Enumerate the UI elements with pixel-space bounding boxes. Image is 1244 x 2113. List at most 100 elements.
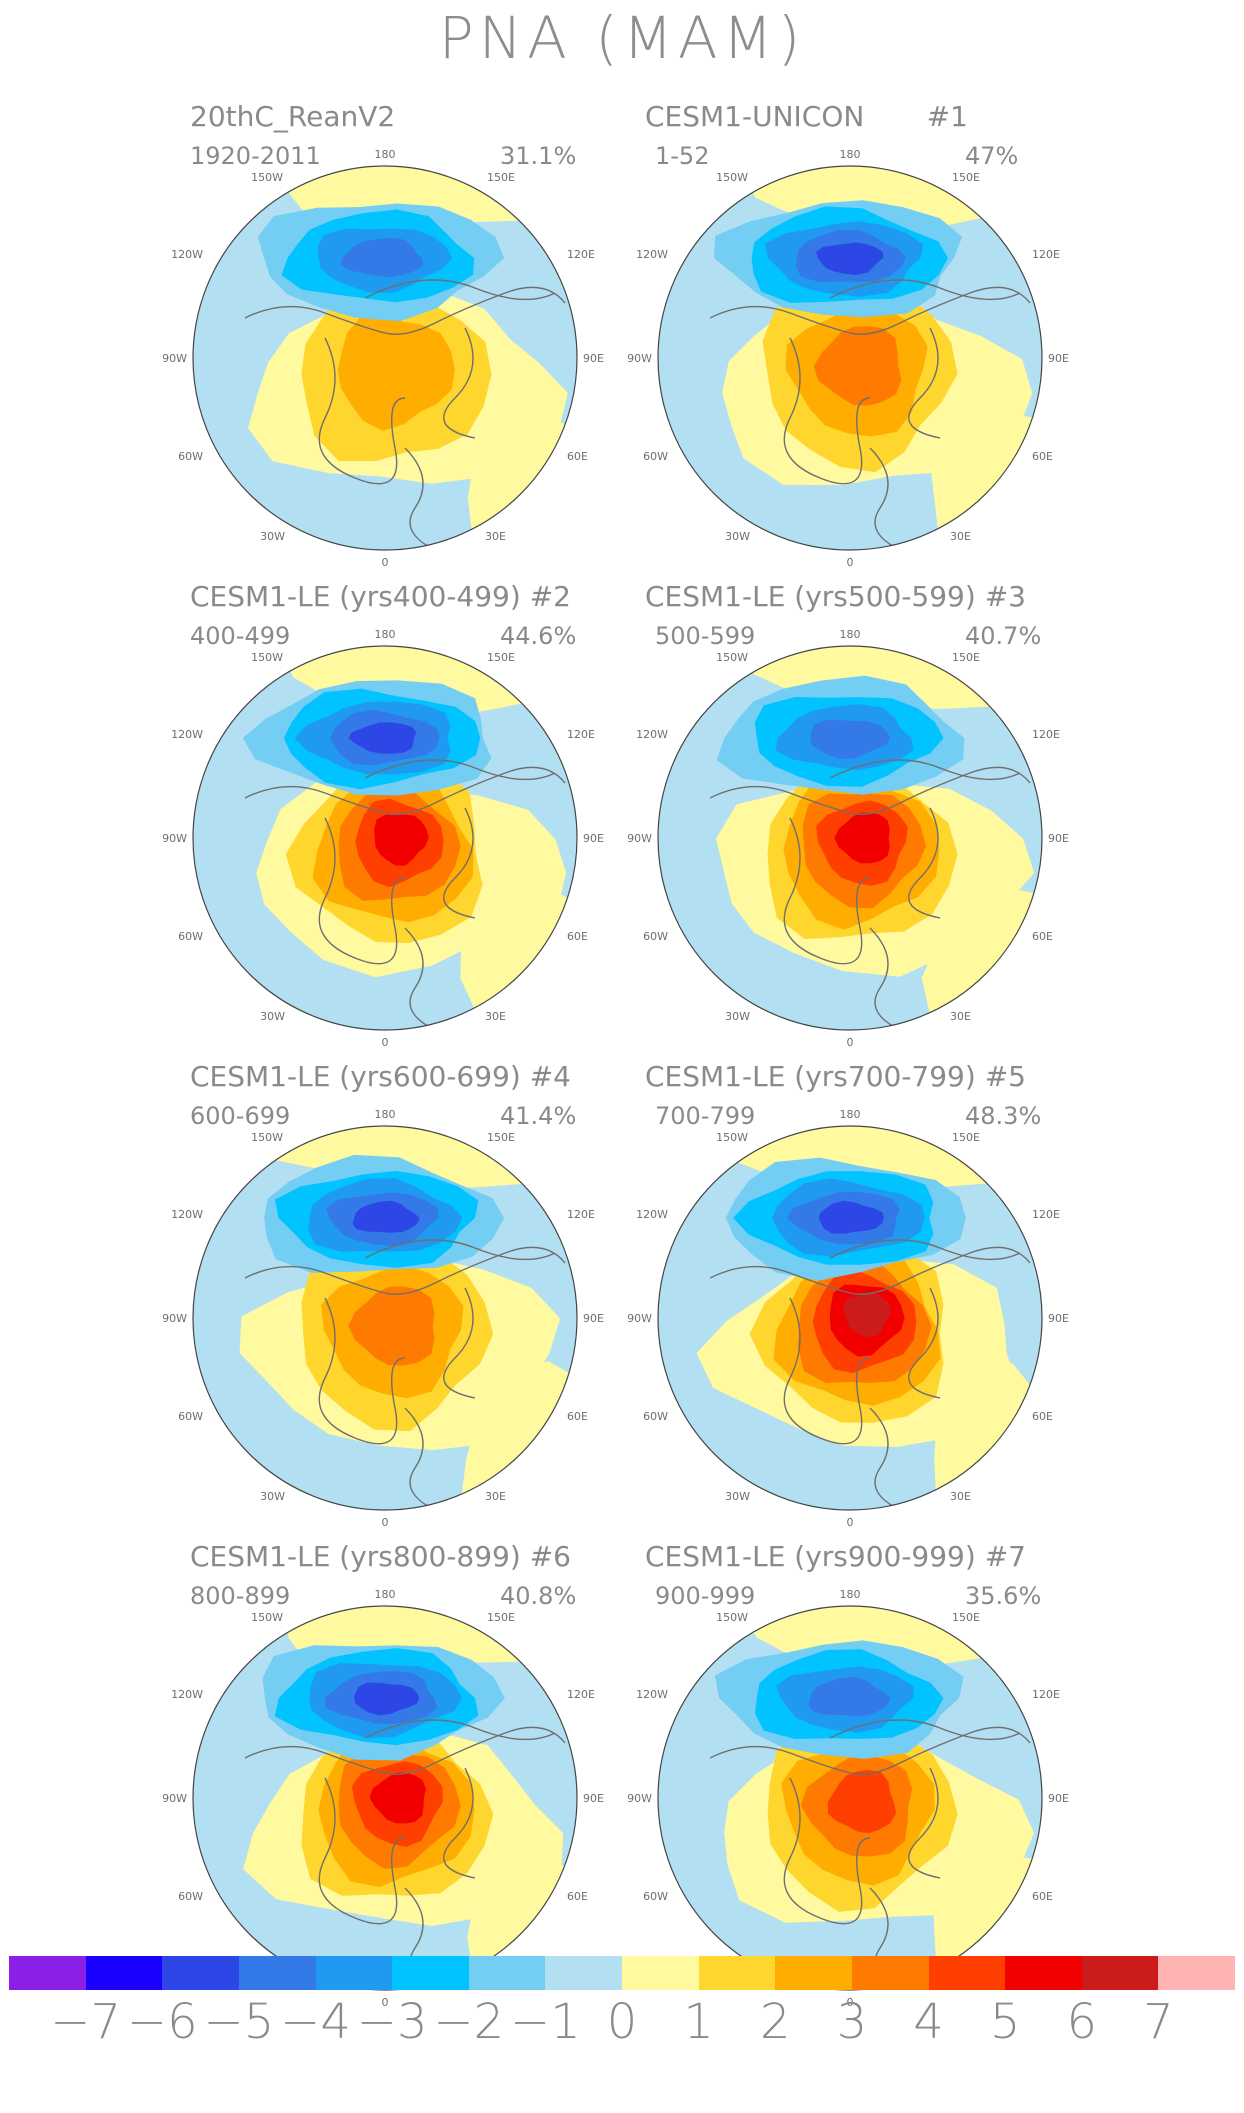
coastline [364, 1239, 556, 1261]
longitude-label: 150W [716, 171, 748, 184]
colorbar-tick-label: −7 [50, 1994, 122, 2050]
longitude-label: 60W [178, 1890, 203, 1903]
longitude-label: 30W [260, 1490, 285, 1503]
longitude-label: 30E [485, 1010, 506, 1023]
coastline [829, 1719, 1021, 1741]
longitude-label: 150W [251, 1131, 283, 1144]
map-panel: CESM1-LE (yrs600-699) #4 600-699 41.4% 180 1… [162, 1060, 740, 1540]
panel-period: 900-999 [655, 1582, 756, 1610]
coastline [829, 759, 1021, 781]
coastline [709, 766, 1031, 815]
longitude-label: 60E [567, 450, 588, 463]
coastline [908, 1767, 941, 1879]
longitude-label: 60E [1032, 1410, 1053, 1423]
negative-contour [810, 719, 891, 759]
coastline [244, 766, 566, 815]
negative-contour [352, 1200, 420, 1233]
map-field [658, 1126, 1042, 1510]
coastline [869, 927, 981, 1030]
longitude-label: 90E [583, 1792, 604, 1805]
longitude-label: 0 [382, 1996, 389, 2009]
longitude-label: 60W [643, 1410, 668, 1423]
colorbar-tick-label: −3 [356, 1994, 428, 2050]
coastline [443, 807, 476, 919]
figure-title: PNA (MAM) [438, 4, 806, 72]
colorbar-tick-label: −6 [126, 1994, 198, 2050]
positive-region [467, 408, 577, 550]
positive-contour [348, 1286, 435, 1366]
longitude-label: 120E [1032, 248, 1060, 261]
coastline [443, 327, 476, 439]
longitude-label: 150W [251, 651, 283, 664]
colorbar-swatch [545, 1956, 622, 1990]
map-field [658, 646, 1042, 1030]
colorbar-tick-label: −5 [203, 1994, 275, 2050]
panel-variance-percent: 44.6% [500, 622, 577, 650]
longitude-label: 120W [636, 728, 668, 741]
colorbar-tick-label: 5 [989, 1994, 1021, 2050]
colorbar-tick-label: 6 [1066, 1994, 1098, 2050]
longitude-label: 180 [375, 628, 396, 641]
longitude-label: 60E [1032, 450, 1053, 463]
map-border [657, 1125, 1043, 1511]
colorbar [9, 1956, 1235, 1990]
colorbar-tick-label: 4 [913, 1994, 944, 2050]
colorbar-swatch [851, 1956, 929, 1990]
longitude-label: 0 [382, 1036, 389, 1049]
longitude-label: 30E [485, 1490, 506, 1503]
panel-variance-percent: 31.1% [500, 142, 577, 170]
panel-period: 500-599 [655, 622, 756, 650]
positive-contour [337, 315, 455, 431]
panel-title: CESM1-LE (yrs400-499) #2 [190, 580, 571, 613]
longitude-label: 120W [636, 248, 668, 261]
coastline [783, 1777, 871, 1925]
map-border [192, 645, 578, 1031]
longitude-label: 90E [1048, 832, 1069, 845]
map-panel: CESM1-LE (yrs400-499) #2 400-499 44.6% 180 1… [162, 580, 740, 1060]
longitude-label: 150E [487, 171, 515, 184]
longitude-label: 180 [840, 1588, 861, 1601]
panel-variance-percent: 40.8% [500, 1582, 577, 1610]
coastline [318, 817, 406, 965]
longitude-label: 180 [840, 1108, 861, 1121]
colorbar-swatch [392, 1956, 469, 1990]
colorbar-swatch [238, 1956, 316, 1990]
negative-contour [818, 1200, 884, 1234]
longitude-label: 0 [847, 1996, 854, 2009]
panel-title: CESM1-LE (yrs700-799) #5 [645, 1060, 1026, 1093]
longitude-label: 30W [725, 1490, 750, 1503]
longitude-label: 60E [567, 1890, 588, 1903]
longitude-label: 180 [840, 148, 861, 161]
longitude-label: 30E [950, 530, 971, 543]
map-border [192, 165, 578, 551]
longitude-label: 180 [375, 1588, 396, 1601]
coastline [364, 759, 556, 781]
positive-contour [842, 1292, 891, 1338]
colorbar-swatch [928, 1956, 1006, 1990]
panel-period: 700-799 [655, 1102, 756, 1130]
negative-contour [340, 237, 424, 278]
map-border [657, 645, 1043, 1031]
longitude-label: 120E [567, 1208, 595, 1221]
positive-contour [834, 812, 890, 864]
longitude-label: 120W [636, 1688, 668, 1701]
coastline [244, 1246, 566, 1295]
coastline [709, 1246, 1031, 1295]
colorbar-tick-label: 3 [836, 1994, 868, 2050]
colorbar-tick-label: 1 [683, 1994, 714, 2050]
positive-contour [369, 1772, 426, 1824]
longitude-label: 120W [171, 728, 203, 741]
panel-variance-percent: 47% [965, 142, 1019, 170]
coastline [364, 279, 556, 301]
longitude-label: 60W [178, 930, 203, 943]
longitude-label: 120W [171, 1688, 203, 1701]
colorbar-tick-label: −1 [509, 1994, 581, 2050]
coastline [404, 1407, 516, 1510]
coastline [318, 1777, 406, 1925]
panel-title: CESM1-LE (yrs900-999) #7 [645, 1540, 1026, 1573]
coastline [318, 1297, 406, 1445]
longitude-label: 90E [583, 1312, 604, 1325]
